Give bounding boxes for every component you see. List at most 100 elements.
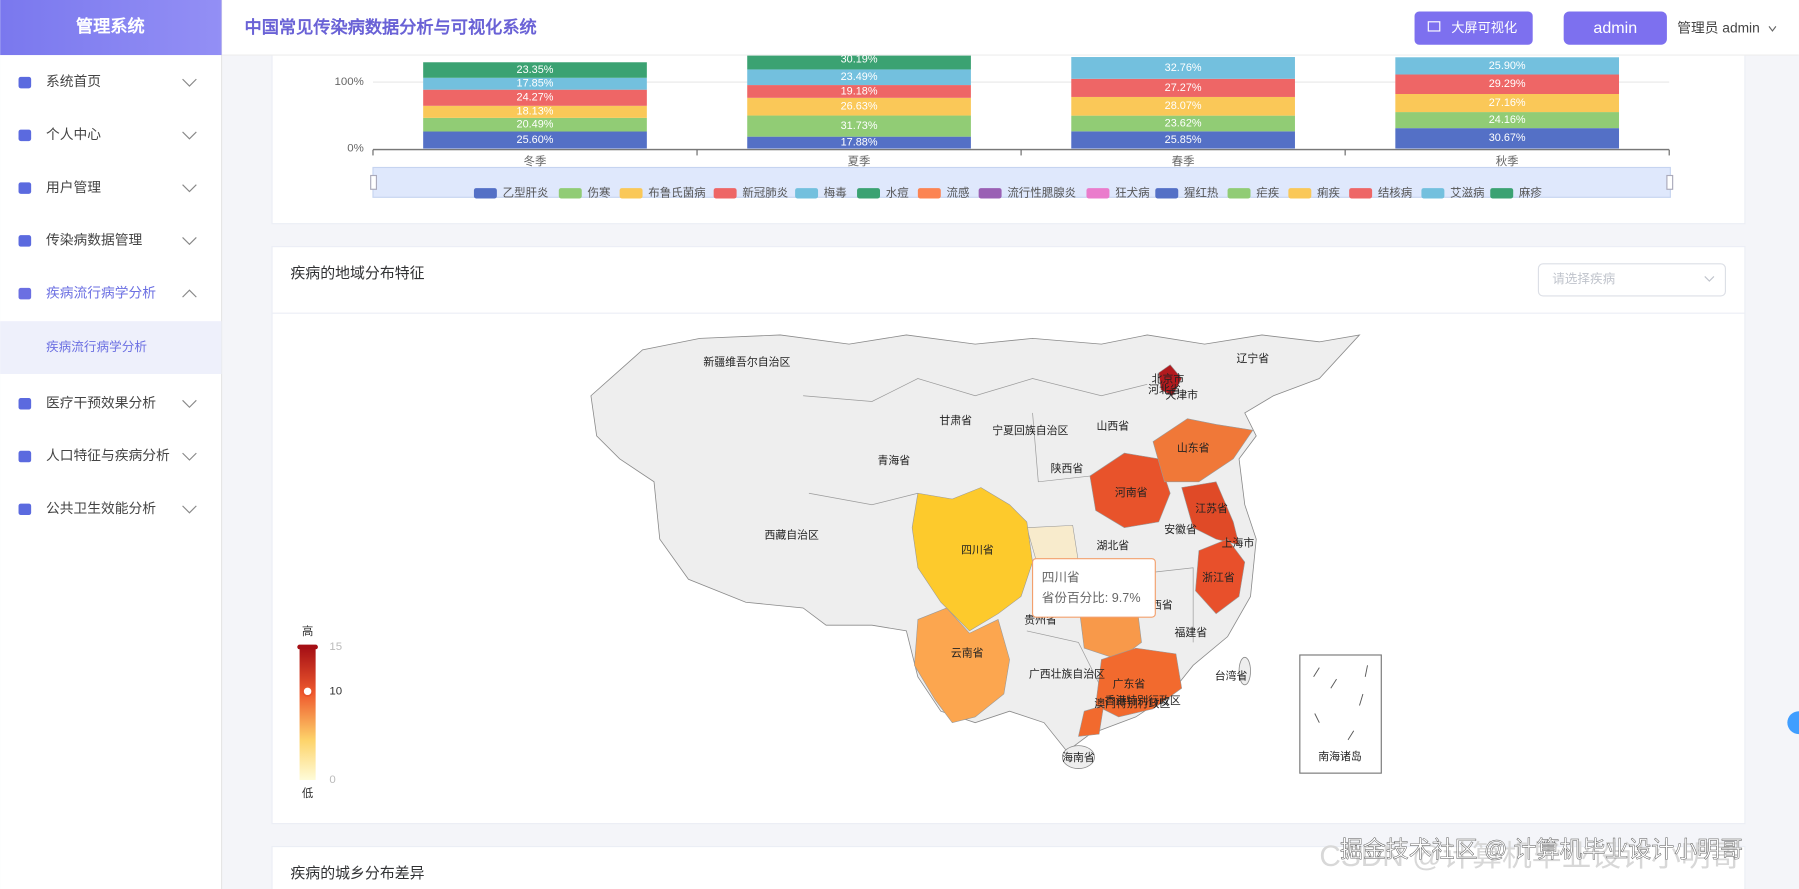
visual-map-tick: 10 bbox=[329, 685, 342, 697]
menu-item[interactable]: 用户管理 bbox=[46, 179, 101, 195]
island-mark bbox=[1313, 667, 1320, 678]
submenu-item[interactable]: 疾病流行病学分析 bbox=[46, 339, 147, 354]
region-label: 宁夏回族自治区 bbox=[992, 423, 1068, 437]
legend-label[interactable]: 流感 bbox=[947, 185, 970, 199]
disease-select[interactable] bbox=[1537, 263, 1726, 297]
menu-chevron bbox=[182, 289, 197, 298]
bar-segment bbox=[1071, 96, 1295, 116]
header-title: 中国常见传染病数据分析与可视化系统 bbox=[245, 17, 537, 37]
legend-label[interactable]: 痢疾 bbox=[1317, 185, 1340, 199]
visual-map-high: 高 bbox=[302, 624, 313, 638]
menu-icon bbox=[18, 398, 32, 410]
legend-label[interactable]: 流行性腮腺炎 bbox=[1007, 185, 1076, 199]
menu-item[interactable]: 医疗干预效果分析 bbox=[46, 395, 156, 410]
region-label: 甘肃省 bbox=[939, 414, 972, 427]
visual-map: 高 低 15 10 0 bbox=[297, 624, 342, 800]
menu-item[interactable]: 疾病流行病学分析 bbox=[46, 285, 156, 300]
user-label[interactable]: 管理员 admin bbox=[1677, 20, 1760, 35]
menu-item[interactable]: 个人中心 bbox=[46, 127, 101, 142]
legend-swatch[interactable] bbox=[1490, 188, 1514, 199]
menu-item[interactable]: 人口特征与疾病分析 bbox=[46, 448, 170, 463]
bar-segment bbox=[747, 85, 971, 98]
region-label: 辽宁省 bbox=[1236, 351, 1269, 365]
legend-swatch[interactable] bbox=[1227, 188, 1251, 199]
island-mark bbox=[1364, 665, 1368, 677]
value-label: 30.67% bbox=[1489, 132, 1526, 144]
legend-label[interactable]: 疟疾 bbox=[1256, 185, 1279, 199]
legend-swatch[interactable] bbox=[473, 188, 497, 199]
menu-icon bbox=[18, 287, 32, 300]
zoom-handle[interactable] bbox=[1666, 174, 1674, 190]
bar-segment bbox=[1395, 57, 1620, 75]
legend-swatch[interactable] bbox=[1421, 188, 1445, 199]
big-screen-button[interactable] bbox=[1414, 11, 1533, 45]
bar-segment bbox=[1395, 93, 1620, 113]
legend-swatch[interactable] bbox=[978, 188, 1002, 199]
legend-swatch[interactable] bbox=[1288, 188, 1312, 199]
button-label: admin bbox=[1593, 19, 1637, 37]
x-tick-label: 夏季 bbox=[848, 155, 871, 168]
legend-swatch[interactable] bbox=[1155, 188, 1179, 199]
y-tick-label: 0% bbox=[347, 143, 364, 155]
legend-swatch[interactable] bbox=[795, 188, 819, 199]
bar-segment bbox=[1071, 131, 1295, 149]
legend-label[interactable]: 艾滋病 bbox=[1450, 185, 1484, 199]
legend-label[interactable]: 乙型肝炎 bbox=[503, 185, 549, 199]
legend-label[interactable]: 新冠肺炎 bbox=[742, 185, 788, 199]
legend-label[interactable]: 梅毒 bbox=[824, 185, 847, 199]
legend-label[interactable]: 狂犬病 bbox=[1115, 185, 1149, 199]
x-tick-label: 秋季 bbox=[1496, 154, 1519, 168]
select-arrow bbox=[1704, 276, 1715, 282]
value-label: 27.16% bbox=[1489, 97, 1526, 109]
legend-swatch[interactable] bbox=[619, 188, 643, 199]
legend-label[interactable]: 麻疹 bbox=[1519, 185, 1542, 199]
value-label: 23.49% bbox=[841, 71, 878, 83]
zoom-handle[interactable] bbox=[370, 174, 377, 190]
visual-map-cap[interactable] bbox=[297, 644, 318, 650]
bar-segment bbox=[747, 69, 971, 86]
value-label: 30.19% bbox=[841, 53, 878, 65]
visual-map-handle[interactable] bbox=[302, 685, 314, 697]
legend-swatch[interactable] bbox=[917, 188, 941, 199]
region-label: 河南省 bbox=[1115, 486, 1148, 499]
legend-label[interactable]: 水痘 bbox=[886, 185, 909, 199]
value-label: 28.07% bbox=[1165, 100, 1202, 112]
region-label: 天津市 bbox=[1165, 388, 1198, 402]
data-zoom[interactable] bbox=[372, 166, 1671, 198]
bar-segment bbox=[423, 131, 647, 149]
region-label: 广西壮族自治区 bbox=[1029, 666, 1105, 680]
value-label: 24.16% bbox=[1489, 114, 1526, 126]
header bbox=[221, 0, 1799, 56]
bar-segment bbox=[1071, 78, 1295, 97]
province bbox=[1195, 538, 1246, 615]
menu-item[interactable]: 系统首页 bbox=[46, 74, 101, 89]
legend-label[interactable]: 伤寒 bbox=[587, 185, 610, 199]
user-button[interactable] bbox=[1563, 11, 1667, 45]
menu-item[interactable]: 传染病数据管理 bbox=[46, 233, 143, 248]
legend-swatch[interactable] bbox=[1349, 188, 1373, 199]
region-label: 香港特别行政区 bbox=[1105, 693, 1181, 707]
legend-swatch[interactable] bbox=[558, 188, 582, 199]
legend-swatch[interactable] bbox=[713, 188, 737, 199]
bar-segment bbox=[423, 117, 647, 132]
select-placeholder: 请选择疾病 bbox=[1552, 272, 1615, 286]
value-label: 19.18% bbox=[841, 85, 878, 97]
taiwan bbox=[1238, 656, 1251, 686]
legend-label[interactable]: 猩红热 bbox=[1184, 185, 1219, 199]
legend-swatch[interactable] bbox=[1086, 188, 1110, 199]
x-tick-label: 春季 bbox=[1172, 155, 1195, 168]
bar-chart: 0% 100% 冬季 25.60% 20.49%18.13% 24.27% 17.85% 23… bbox=[334, 49, 1670, 168]
region-label: 海南省 bbox=[1062, 750, 1095, 764]
menu-item[interactable]: 公共卫生效能分析 bbox=[46, 501, 156, 516]
legend-label[interactable]: 结核病 bbox=[1378, 185, 1412, 199]
legend-swatch[interactable] bbox=[857, 188, 880, 199]
submenu-active bbox=[0, 321, 222, 374]
side-float-button[interactable] bbox=[1787, 711, 1799, 735]
value-label: 23.62% bbox=[1165, 117, 1202, 129]
legend-label[interactable]: 布鲁氏菌病 bbox=[648, 185, 705, 199]
region-label: 江苏省 bbox=[1195, 502, 1228, 515]
